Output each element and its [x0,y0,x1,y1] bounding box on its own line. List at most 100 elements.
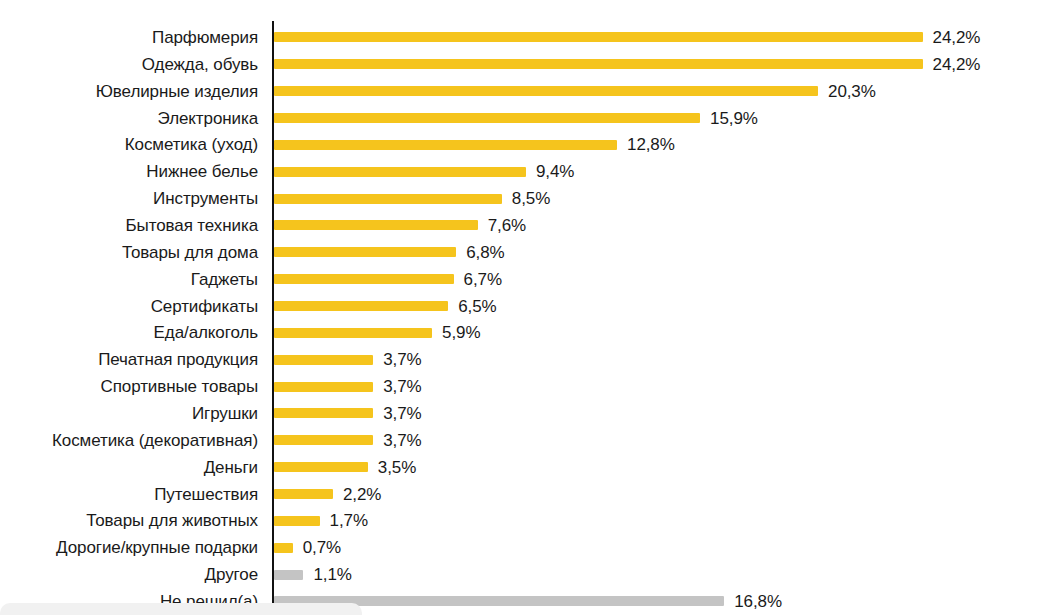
category-label: Печатная продукция [0,351,258,368]
category-label: Дорогие/крупные подарки [0,539,258,556]
value-label: 9,4% [536,163,574,180]
bar [274,435,373,445]
bar-track: 6,7% [274,266,1063,293]
bar-track: 1,7% [274,507,1063,534]
value-label: 3,7% [383,378,421,395]
value-label: 3,5% [378,459,416,476]
bar-track: 3,7% [274,400,1063,427]
value-label: 12,8% [627,136,675,153]
bar-chart: Парфюмерия 24,2% Одежда, обувь 24,2% Ювелирн… [0,0,1063,615]
bar-track: 6,5% [274,293,1063,320]
bar-row: Гаджеты6,7% [0,266,1063,293]
bar [274,516,320,526]
bar-row: Одежда, обувь 24,2% [0,51,1063,78]
bar-row: Товары для животных 1,7% [0,507,1063,534]
value-label: 6,8% [466,244,504,261]
bar [274,462,368,472]
value-label: 3,7% [383,351,421,368]
category-label: Путешествия [0,486,258,503]
category-label: Инструменты [0,190,258,207]
bar-track: 16,8% [274,588,1063,615]
bar-track: 1,1% [274,561,1063,588]
category-label: Товары для дома [0,244,258,261]
bar-row: Косметика (декоративная) 3,7% [0,427,1063,454]
bar-row: Сертификаты 6,5% [0,293,1063,320]
bar-row: Дорогие/крупные подарки 0,7% [0,534,1063,561]
bar [274,355,373,365]
category-label: Сертификаты [0,298,258,315]
bar [274,86,818,96]
bar [274,274,454,284]
bar-track: 3,7% [274,427,1063,454]
bar-row: Еда/алкоголь 5,9% [0,319,1063,346]
value-label: 7,6% [488,217,526,234]
bar-track: 15,9% [274,105,1063,132]
bar-row: Ювелирные изделия20,3% [0,78,1063,105]
bar-track: 8,5% [274,185,1063,212]
category-label: Еда/алкоголь [0,324,258,341]
bar [274,247,456,257]
value-label: 24,2% [933,29,981,46]
value-label: 1,7% [330,512,368,529]
bar-track: 3,5% [274,454,1063,481]
bar [274,194,502,204]
bar-row: Путешествия 2,2% [0,481,1063,508]
value-label: 3,7% [383,405,421,422]
bar-track: 24,2% [274,24,1063,51]
bar [274,382,373,392]
category-label: Одежда, обувь [0,56,258,73]
bar-row: Другое1,1% [0,561,1063,588]
value-label: 15,9% [710,110,758,127]
value-label: 6,7% [464,271,502,288]
bar-row: Нижнее белье 9,4% [0,158,1063,185]
value-label: 5,9% [442,324,480,341]
category-label: Электроника [0,110,258,127]
value-label: 24,2% [933,56,981,73]
bar-track: 7,6% [274,212,1063,239]
bar [274,113,700,123]
category-label: Парфюмерия [0,29,258,46]
bar-track: 3,7% [274,346,1063,373]
category-label: Товары для животных [0,512,258,529]
value-label: 8,5% [512,190,550,207]
bar-row: Косметика (уход)12,8% [0,131,1063,158]
bar [274,59,923,69]
category-label: Спортивные товары [0,378,258,395]
bar [274,32,923,42]
value-label: 3,7% [383,432,421,449]
value-label: 1,1% [313,566,351,583]
bar [274,167,526,177]
bar-row: Парфюмерия 24,2% [0,24,1063,51]
bar-row: Спортивные товары 3,7% [0,373,1063,400]
bar-row: Бытовая техника 7,6% [0,212,1063,239]
category-label: Игрушки [0,405,258,422]
category-label: Косметика (декоративная) [0,432,258,449]
bar [274,489,333,499]
bar-track: 2,2% [274,481,1063,508]
bar [274,570,303,580]
bar-track: 3,7% [274,373,1063,400]
bottom-left-artifact [0,603,362,615]
bar [274,408,373,418]
chart-rows: Парфюмерия 24,2% Одежда, обувь 24,2% Ювелирн… [0,24,1063,615]
value-label: 20,3% [828,83,876,100]
category-label: Бытовая техника [0,217,258,234]
bar-track: 5,9% [274,319,1063,346]
bar-track: 9,4% [274,158,1063,185]
bar-row: Печатная продукция 3,7% [0,346,1063,373]
bar-track: 20,3% [274,78,1063,105]
category-label: Деньги [0,459,258,476]
bar [274,220,478,230]
bar-row: Инструменты 8,5% [0,185,1063,212]
bar-track: 24,2% [274,51,1063,78]
value-label: 0,7% [303,539,341,556]
bar [274,301,448,311]
bar-row: Деньги 3,5% [0,454,1063,481]
bar [274,140,617,150]
bar-track: 6,8% [274,239,1063,266]
category-label: Нижнее белье [0,163,258,180]
value-label: 2,2% [343,486,381,503]
bar-row: Товары для дома 6,8% [0,239,1063,266]
value-label: 6,5% [458,298,496,315]
bar [274,543,293,553]
